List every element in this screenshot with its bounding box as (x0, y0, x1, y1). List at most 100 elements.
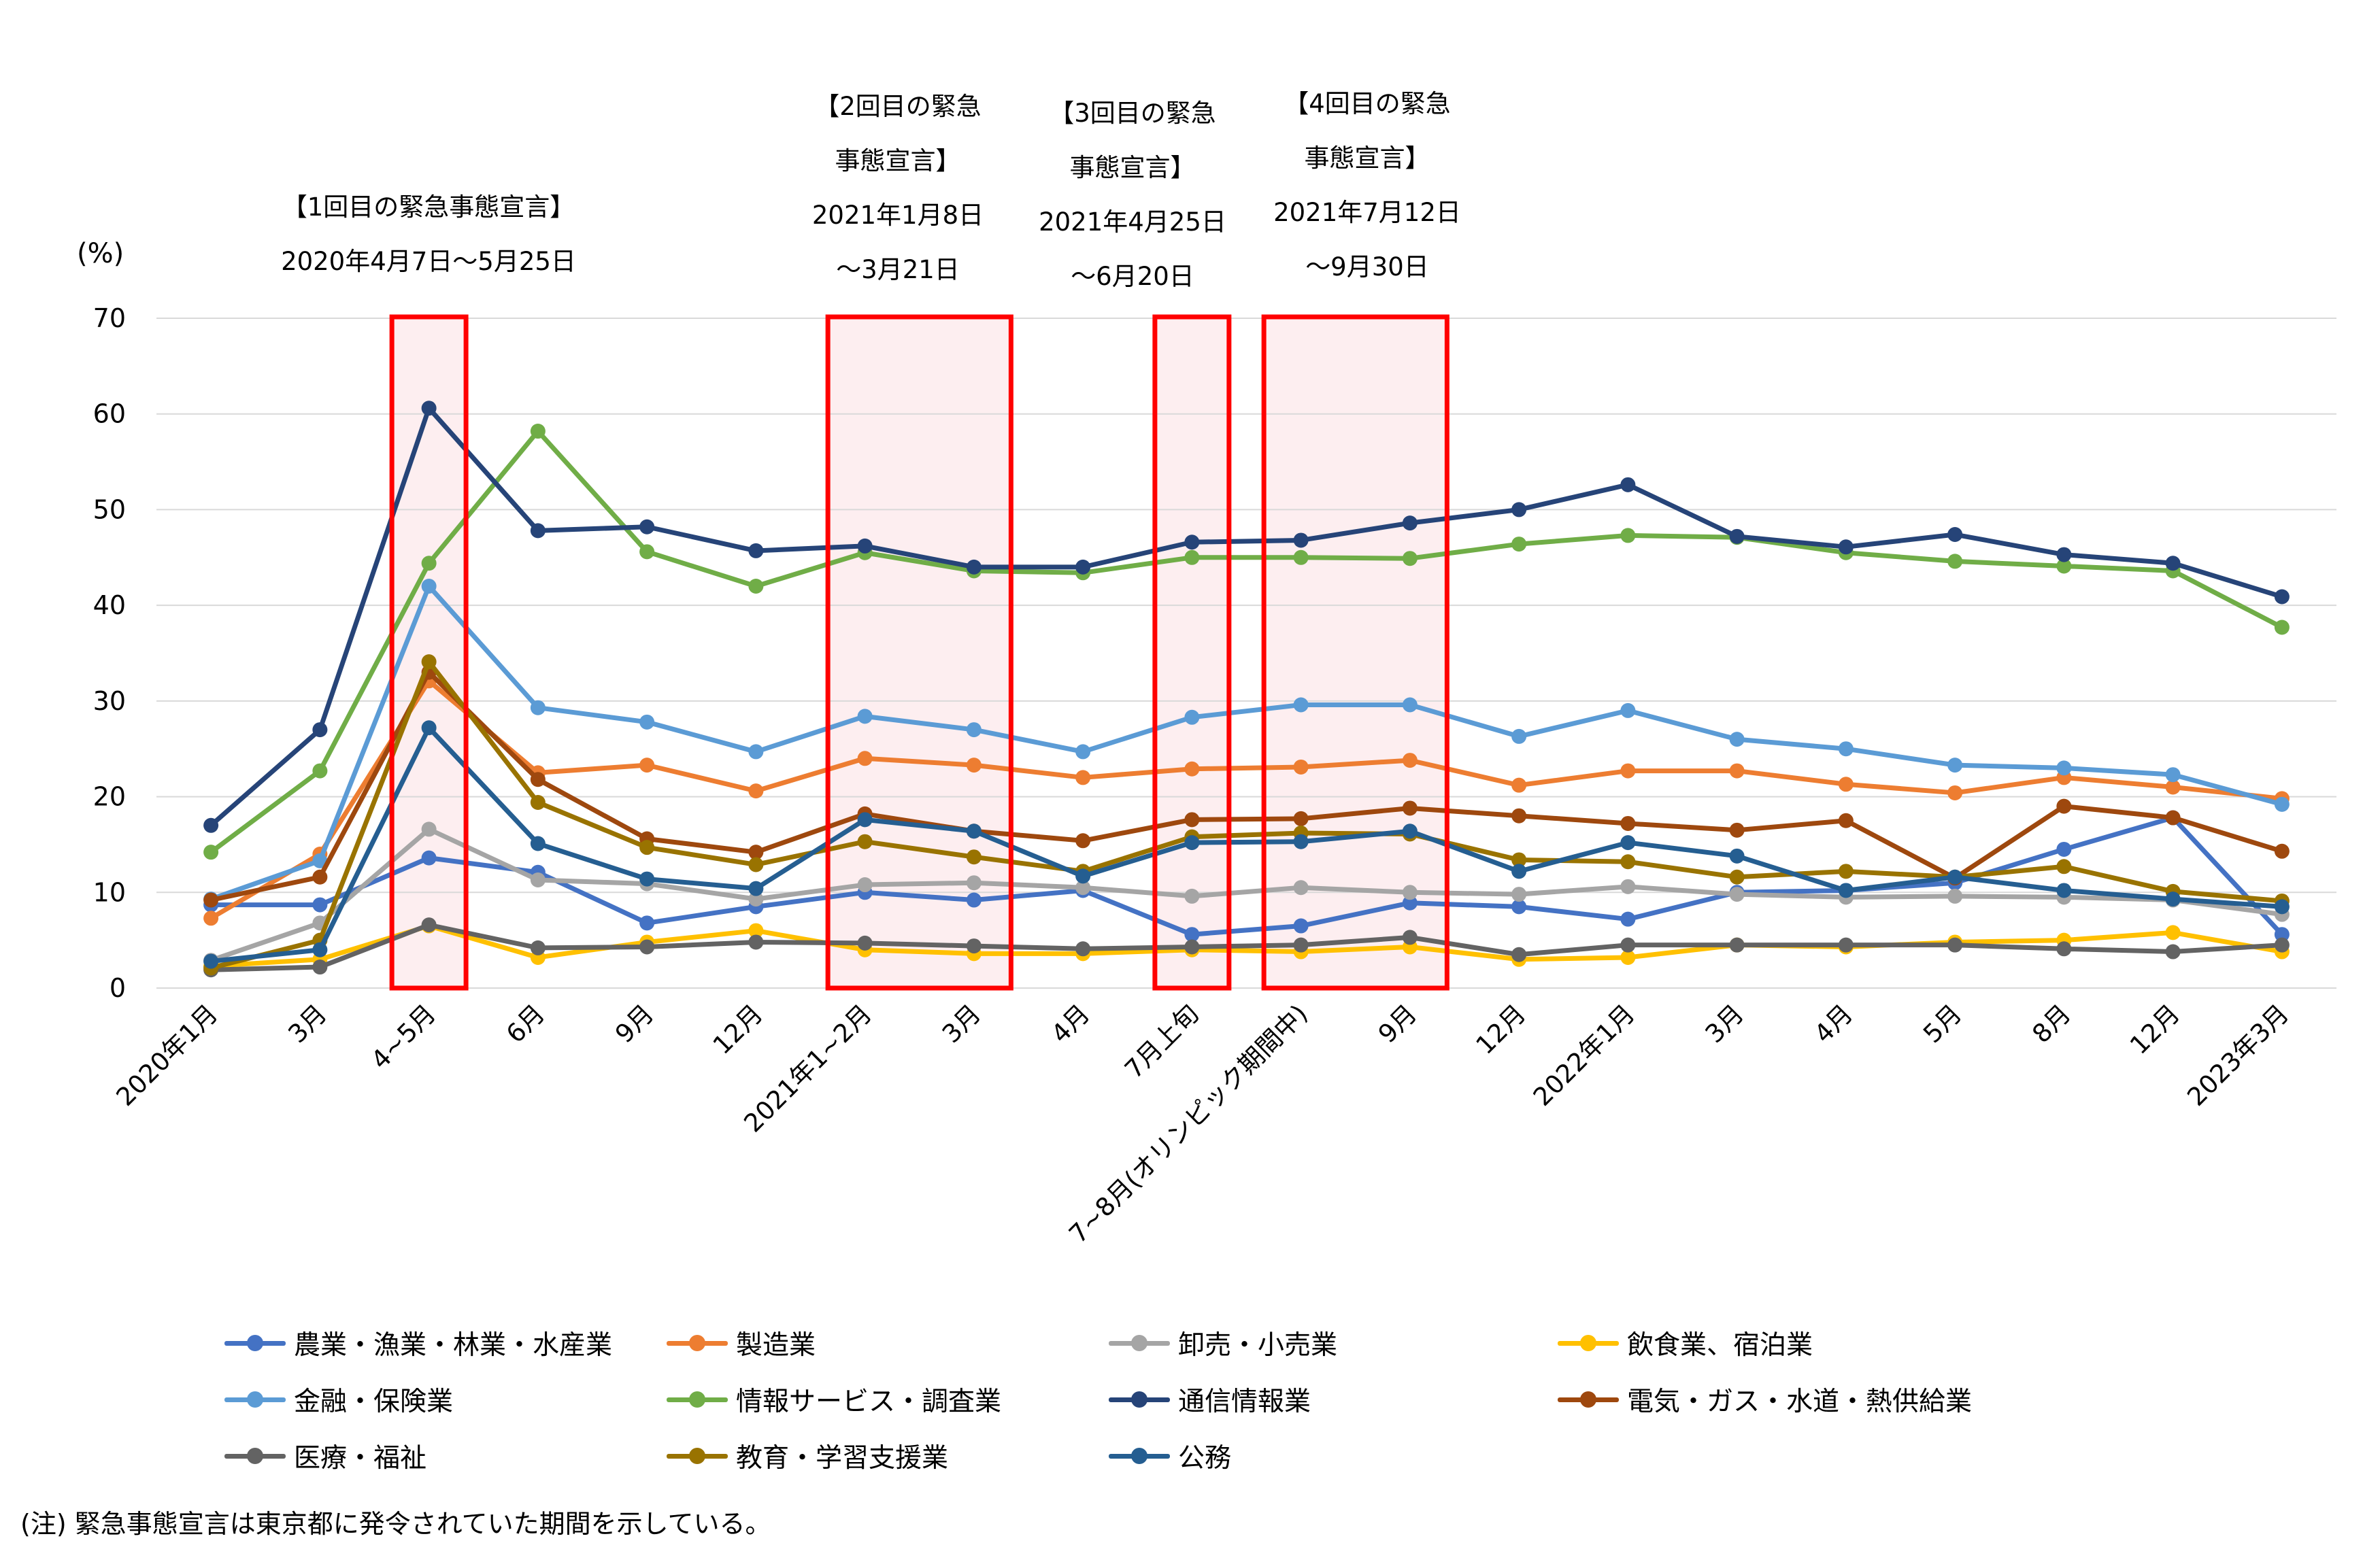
data-point (1729, 887, 1745, 902)
data-point (1293, 759, 1309, 775)
data-point (421, 850, 437, 866)
data-point (639, 758, 655, 773)
data-point (1947, 869, 1963, 885)
data-point (1402, 753, 1418, 768)
data-point (2056, 883, 2072, 898)
data-point (1729, 528, 1745, 544)
annotation-line: 事態宣言】 (1069, 153, 1196, 182)
data-point (857, 812, 873, 828)
x-tick-label: 4~5月 (365, 999, 441, 1075)
data-point (2274, 899, 2290, 915)
legend-label: 飲食業、宿泊業 (1627, 1330, 1813, 1361)
data-point (312, 960, 328, 975)
data-point (1620, 528, 1636, 543)
data-point (203, 892, 219, 908)
data-point (2165, 556, 2181, 571)
x-tick-label: 4月 (1045, 999, 1095, 1049)
data-point (1511, 808, 1527, 824)
legend-swatch (1109, 1442, 1170, 1470)
data-point (748, 881, 764, 896)
annotation-line: 事態宣言】 (1304, 143, 1430, 173)
data-point (1293, 697, 1309, 713)
data-point (1184, 888, 1200, 904)
data-point (1947, 758, 1963, 773)
data-point (1075, 941, 1091, 957)
legend-swatch-marker (1131, 1448, 1147, 1464)
data-point (1184, 534, 1200, 550)
x-tick-label: 7月上旬 (1119, 999, 1205, 1085)
data-point (857, 751, 873, 766)
annotation-line: 2020年4月7日～5月25日 (281, 247, 576, 276)
legend-swatch-marker (689, 1448, 705, 1464)
data-point (1293, 532, 1309, 548)
legend-swatch (1109, 1386, 1170, 1413)
data-point (639, 519, 655, 534)
data-point (1184, 939, 1200, 955)
annotation-line: 【4回目の緊急 (1284, 89, 1451, 118)
data-point (312, 942, 328, 957)
data-point (1402, 515, 1418, 531)
legend-swatch (667, 1386, 728, 1413)
legend-label: 農業・漁業・林業・水産業 (294, 1330, 613, 1361)
series-line (208, 659, 2285, 970)
data-point (857, 935, 873, 951)
data-point (203, 911, 219, 926)
data-point (1293, 811, 1309, 826)
data-point (2274, 927, 2290, 943)
data-point (203, 817, 219, 833)
legend-swatch-marker (1580, 1335, 1596, 1351)
legend-swatch-marker (247, 1448, 263, 1464)
x-tick-label: 5月 (1917, 999, 1967, 1049)
legend-item: 卸売・小売業 (1109, 1323, 1337, 1363)
data-point (1075, 744, 1091, 760)
highlight-period-fill (1154, 317, 1229, 988)
legend-swatch (224, 1442, 286, 1470)
data-point (312, 763, 328, 779)
x-tick-label: 12月 (1471, 999, 1532, 1060)
data-point (966, 824, 982, 839)
annotation-line: 【3回目の緊急 (1049, 99, 1216, 128)
y-tick-label: 20 (93, 782, 126, 812)
legend-swatch-marker (1131, 1391, 1147, 1408)
legend-swatch-marker (1131, 1335, 1147, 1351)
data-point (1729, 848, 1745, 864)
x-tick-label: 12月 (2124, 999, 2185, 1060)
y-tick-label: 0 (110, 973, 126, 1003)
legend-label: 卸売・小売業 (1178, 1330, 1338, 1361)
data-point (748, 579, 764, 594)
y-axis-unit: (%) (77, 238, 124, 269)
data-point (748, 543, 764, 558)
data-point (1620, 879, 1636, 894)
series-line (208, 583, 2285, 902)
x-tick-label: 2020年1月 (111, 999, 224, 1112)
data-point (1402, 824, 1418, 839)
data-point (639, 544, 655, 560)
x-tick-label: 7~8月(オリンピック期間中) (1063, 999, 1313, 1249)
data-point (530, 940, 546, 955)
data-point (966, 758, 982, 773)
data-point (312, 722, 328, 738)
data-point (421, 821, 437, 837)
data-point (530, 700, 546, 715)
legend-swatch-marker (689, 1335, 705, 1351)
data-point (1511, 852, 1527, 868)
x-tick-label: 6月 (501, 999, 550, 1049)
annotation-line: ～9月30日 (1305, 252, 1429, 282)
data-point (1620, 477, 1636, 492)
legend-swatch (667, 1329, 728, 1357)
data-point (2274, 619, 2290, 635)
annotation-line: ～6月20日 (1071, 262, 1194, 291)
data-point (2165, 925, 2181, 940)
series-line (208, 405, 2285, 828)
x-tick-label: 2023年3月 (2181, 999, 2294, 1112)
data-point (2274, 589, 2290, 605)
data-point (1511, 899, 1527, 915)
highlight-period-border (389, 314, 469, 991)
data-point (2056, 941, 2072, 957)
y-tick-label: 40 (93, 590, 126, 620)
data-point (421, 401, 437, 416)
data-point (1402, 697, 1418, 713)
legend-item: 通信情報業 (1109, 1379, 1311, 1420)
data-point (1184, 927, 1200, 943)
